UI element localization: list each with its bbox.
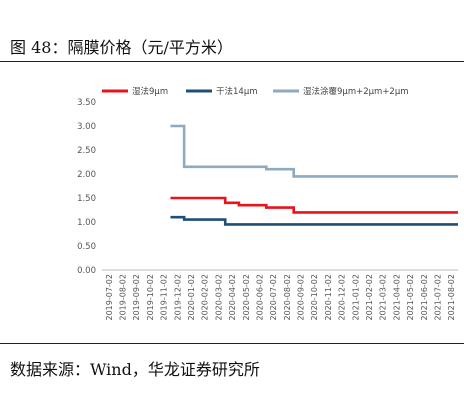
x-tick-label: 2020-02-02 — [201, 274, 210, 321]
series-lines — [170, 124, 458, 226]
x-tick-label: 2019-09-02 — [132, 274, 141, 321]
y-tick-label: 3.50 — [77, 98, 96, 108]
x-tick-label: 2019-10-02 — [146, 274, 155, 321]
legend: 湿法9μm 干法14μm 湿法涂覆9μm+2μm+2μm — [102, 86, 409, 97]
x-tick-label: 2020-04-02 — [228, 274, 237, 321]
x-tick-label: 2021-07-02 — [433, 274, 442, 321]
x-axis: 2019-07-02 2019-08-02 2019-09-02 2019-10-02… — [102, 269, 458, 321]
series-line-2 — [170, 215, 458, 226]
source-divider — [0, 343, 464, 344]
x-tick-label: 2019-12-02 — [173, 274, 182, 321]
x-tick-label: 2021-05-02 — [406, 274, 415, 321]
x-tick-label: 2020-11-02 — [324, 274, 333, 321]
x-tick-label: 2020-10-02 — [310, 274, 319, 321]
x-tick-label: 2021-02-02 — [365, 274, 374, 321]
x-tick-label: 2021-01-02 — [351, 274, 360, 321]
x-tick-label: 2020-01-02 — [187, 274, 196, 321]
x-tick-label: 2020-12-02 — [338, 274, 347, 321]
y-tick-label: 0.50 — [77, 242, 96, 252]
x-tick-label: 2020-08-02 — [283, 274, 292, 321]
x-tick-label: 2020-07-02 — [269, 274, 278, 321]
x-tick-label: 2019-11-02 — [160, 274, 169, 321]
price-line-chart: 湿法9μm 干法14μm 湿法涂覆9μm+2μm+2μm 0.00 0.50 1.00 1… — [77, 86, 458, 321]
x-tick-label: 2021-08-02 — [447, 274, 456, 321]
figure-title: 图 48：隔膜价格（元/平方米） — [10, 38, 233, 57]
y-tick-label: 3.00 — [77, 122, 96, 132]
x-tick-label: 2019-08-02 — [119, 274, 128, 321]
x-tick-label: 2020-03-02 — [214, 274, 223, 321]
x-tick-label: 2021-03-02 — [379, 274, 388, 321]
x-tick-label: 2021-06-02 — [420, 274, 429, 321]
x-tick-label: 2021-04-02 — [392, 274, 401, 321]
y-tick-label: 2.50 — [77, 146, 96, 156]
data-source: 数据来源：Wind，华龙证券研究所 — [10, 360, 260, 379]
legend-label-3: 湿法涂覆9μm+2μm+2μm — [303, 86, 409, 97]
x-tick-label: 2019-07-02 — [105, 274, 114, 321]
legend-label-2: 干法14μm — [216, 86, 258, 97]
y-tick-label: 0.00 — [77, 266, 96, 276]
y-tick-label: 2.00 — [77, 170, 96, 180]
y-axis: 0.00 0.50 1.00 1.50 2.00 2.50 3.00 3.50 — [77, 98, 96, 276]
y-tick-label: 1.00 — [77, 218, 96, 228]
title-divider — [0, 61, 464, 62]
x-tick-label: 2020-06-02 — [255, 274, 264, 321]
x-tick-label: 2020-05-02 — [242, 274, 251, 321]
y-tick-label: 1.50 — [77, 194, 96, 204]
series-line-1 — [170, 196, 458, 214]
x-tick-label: 2020-09-02 — [297, 274, 306, 321]
legend-label-1: 湿法9μm — [132, 86, 168, 97]
series-line-3 — [170, 124, 458, 178]
